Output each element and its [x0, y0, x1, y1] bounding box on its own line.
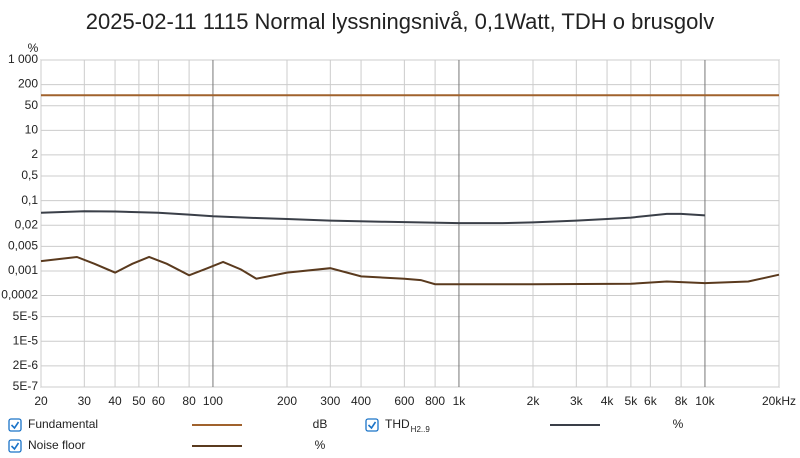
- legend-label: Noise floor: [28, 438, 85, 452]
- plot-area: [40, 59, 780, 388]
- legend-label: THD: [385, 417, 410, 431]
- x-tick-label: 20: [34, 394, 48, 408]
- x-tick-label: 8k: [675, 394, 689, 408]
- x-tick-label: 800: [425, 394, 445, 408]
- y-tick-label: 0,005: [8, 239, 38, 253]
- legend-check: [10, 421, 20, 430]
- y-tick-label: 2E-6: [13, 358, 39, 372]
- x-tick-label: 3k: [570, 394, 584, 408]
- x-tick-label: 200: [277, 394, 297, 408]
- y-tick-label: 50: [25, 98, 39, 112]
- x-tick-label: 100: [203, 394, 223, 408]
- legend-checkbox[interactable]: [365, 418, 379, 432]
- x-tick-label: 30: [78, 394, 92, 408]
- series-line: [40, 210, 705, 225]
- x-tick-label: 1k: [453, 394, 467, 408]
- x-tick-label: 5k: [625, 394, 639, 408]
- y-axis-label: %: [28, 41, 39, 55]
- x-tick-label: 40: [108, 394, 122, 408]
- legend-unit: %: [673, 417, 684, 431]
- y-tick-label: 0,001: [8, 263, 38, 277]
- y-tick-label: 10: [25, 122, 39, 136]
- x-tick-label: 60: [152, 394, 166, 408]
- legend-label-sub: H2..9: [411, 425, 431, 434]
- y-tick-label: 2: [31, 147, 38, 161]
- chart-title: 2025-02-11 1115 Normal lyssningsnivå, 0,…: [86, 9, 715, 34]
- legend-checkbox[interactable]: [8, 418, 22, 432]
- x-tick-label: 6k: [644, 394, 658, 408]
- legend-check: [367, 421, 377, 430]
- x-tick-label: 80: [182, 394, 196, 408]
- legend-label: Fundamental: [28, 417, 98, 431]
- x-tick-label: 10k: [695, 394, 715, 408]
- legend-unit: dB: [313, 417, 328, 431]
- y-tick-label: 0,0002: [1, 288, 38, 302]
- x-tick-label: 300: [320, 394, 340, 408]
- y-tick-label: 1 000: [8, 52, 38, 66]
- legend-checkbox[interactable]: [8, 439, 22, 453]
- y-tick-label: 5E-7: [13, 379, 39, 393]
- y-tick-label: 200: [18, 77, 38, 91]
- x-tick-label: 4k: [601, 394, 615, 408]
- legend-unit: %: [315, 438, 326, 452]
- x-tick-label: 50: [132, 394, 146, 408]
- series-line: [40, 255, 780, 286]
- y-tick-label: 0,5: [21, 168, 38, 182]
- y-tick-label: 0,1: [21, 193, 38, 207]
- y-tick-label: 5E-5: [13, 309, 39, 323]
- y-tick-label: 1E-5: [13, 333, 39, 347]
- x-tick-label: 400: [351, 394, 371, 408]
- x-tick-label: 600: [394, 394, 414, 408]
- x-tick-label: 2k: [527, 394, 541, 408]
- x-tick-label: 20kHz: [762, 394, 796, 408]
- y-tick-label: 0,02: [15, 217, 39, 231]
- legend-check: [10, 442, 20, 451]
